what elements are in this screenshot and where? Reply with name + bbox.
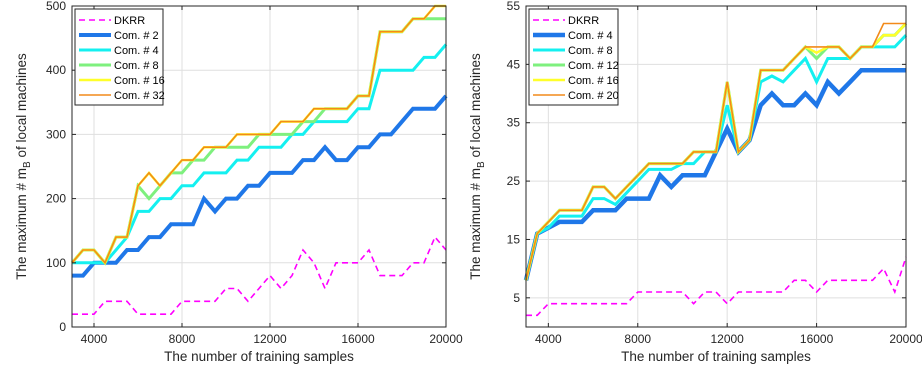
y-tick-label: 15	[507, 232, 521, 246]
legend: DKRR Com. # 2 Com. # 4 Com. # 8 Com. # 16 Com…	[74, 8, 165, 106]
series-line-3	[72, 43, 448, 265]
x-tick-label: 20000	[889, 332, 922, 346]
axes-box	[525, 5, 907, 328]
y-axis-label: The maximum # mB of local machines	[14, 53, 33, 280]
chart-panel-2: 4000 8000 12000 16000 20000 5 15 25 35 45 55 The nu…	[468, 0, 922, 364]
y-axis-label: The maximum # mB of local machines	[468, 53, 487, 280]
series-line-6	[525, 22, 906, 281]
y-axis-label-subscript: B	[22, 161, 33, 168]
legend-label-6: Com. # 32	[114, 90, 165, 102]
y-axis-label-main: The maximum # m	[468, 168, 483, 280]
legend-label-1: DKRR	[568, 15, 599, 27]
legend-label-4: Com. # 12	[568, 60, 619, 72]
chart-panel-1: 4000 8000 12000 16000 20000 0 100 200 300 400 500 T…	[14, 0, 463, 364]
legend-label-2: Com. # 2	[114, 30, 159, 42]
y-tick-label: 0	[59, 320, 66, 334]
x-tick-label: 8000	[624, 332, 651, 346]
x-tick-label: 12000	[710, 332, 744, 346]
y-tick-label: 500	[46, 0, 66, 13]
x-tick-label: 4000	[535, 332, 562, 346]
y-tick-label: 400	[46, 63, 66, 77]
x-tick-label: 12000	[253, 332, 287, 346]
y-tick-label: 300	[46, 127, 66, 141]
y-tick-label: 100	[46, 256, 66, 270]
legend: DKRR Com. # 4 Com. # 8 Com. # 12 Com. # 16 Co…	[528, 8, 619, 106]
x-axis-label: The number of training samples	[621, 349, 811, 364]
x-axis-label: The number of training samples	[164, 349, 354, 364]
y-tick-label: 200	[46, 192, 66, 206]
y-tick-label: 35	[507, 116, 521, 130]
y-tick-label: 25	[507, 174, 521, 188]
series-line-1	[526, 256, 907, 317]
x-tick-label: 16000	[800, 332, 834, 346]
legend-label-3: Com. # 4	[114, 45, 159, 57]
series-line-1	[72, 235, 447, 315]
series-line-2	[72, 94, 448, 278]
legend-box	[74, 8, 164, 106]
legend-label-5: Com. # 16	[114, 75, 165, 87]
y-axis-label-tail: of local machines	[468, 53, 483, 161]
legend-label-1: DKRR	[114, 15, 145, 27]
x-tick-label: 16000	[341, 332, 375, 346]
x-tick-label: 4000	[81, 332, 108, 346]
legend-label-2: Com. # 4	[568, 30, 613, 42]
y-tick-label: 5	[513, 291, 520, 305]
legend-label-4: Com. # 8	[114, 60, 159, 72]
axes-box	[71, 5, 447, 328]
x-tick-label: 20000	[429, 332, 463, 346]
y-tick-label: 55	[507, 0, 521, 13]
y-tick-label: 45	[507, 57, 521, 71]
series-line-6	[71, 5, 446, 265]
legend-label-3: Com. # 8	[568, 45, 613, 57]
y-axis-label-main: The maximum # m	[14, 168, 29, 280]
legend-box	[528, 8, 619, 106]
y-axis-label-tail: of local machines	[14, 53, 29, 161]
x-tick-label: 8000	[169, 332, 196, 346]
y-axis-label-subscript: B	[476, 161, 487, 168]
legend-label-5: Com. # 16	[568, 75, 619, 87]
legend-label-6: Com. # 20	[568, 90, 619, 102]
